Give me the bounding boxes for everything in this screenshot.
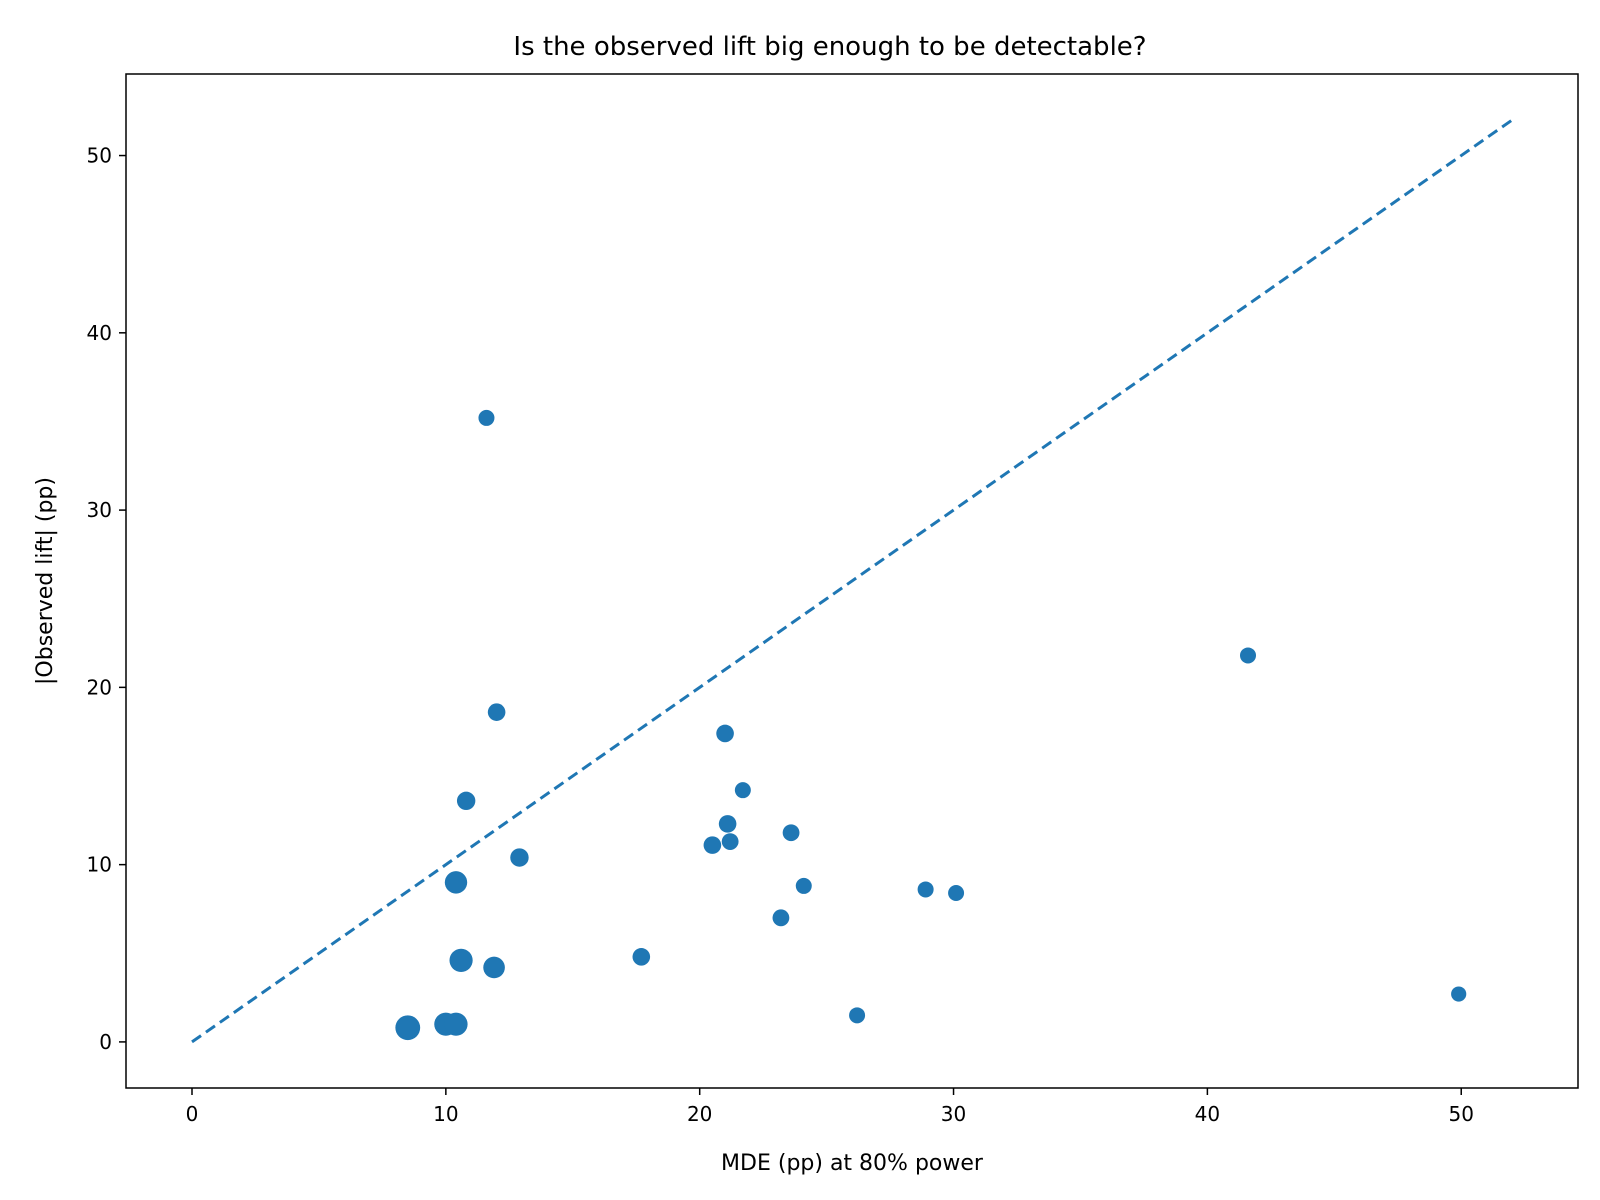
plot-frame <box>125 73 1579 1089</box>
reference-line-layer <box>191 118 1513 1044</box>
data-point <box>772 909 790 927</box>
x-tick-label: 30 <box>941 1102 966 1126</box>
data-point <box>718 815 737 833</box>
x-ticks: 0 10 20 30 40 50 <box>186 1088 1474 1126</box>
y-tick-label: 20 <box>87 675 112 699</box>
y-tick-label: 40 <box>87 321 112 345</box>
data-point <box>721 833 739 850</box>
x-axis-label: MDE (pp) at 80% power <box>721 1151 984 1176</box>
x-tick-label: 20 <box>687 1102 712 1126</box>
data-point <box>795 877 812 894</box>
data-point <box>703 836 722 854</box>
chart-title: Is the observed lift big enough to be de… <box>513 32 1146 62</box>
x-tick-label: 50 <box>1449 1102 1474 1126</box>
x-tick-label: 0 <box>186 1102 199 1126</box>
data-point <box>483 956 505 979</box>
y-tick-label: 30 <box>87 498 112 522</box>
data-point <box>1451 986 1467 1002</box>
y-ticks: 0 10 20 30 40 50 <box>87 144 126 1054</box>
y-tick-label: 50 <box>87 144 112 168</box>
x-tick-label: 10 <box>433 1102 458 1126</box>
data-point <box>487 703 506 721</box>
data-point <box>456 791 476 811</box>
data-point <box>716 724 734 743</box>
points-layer <box>395 409 1467 1041</box>
data-point <box>510 848 529 867</box>
data-point <box>395 1015 421 1041</box>
x-tick-label: 40 <box>1195 1102 1220 1126</box>
data-point <box>1240 647 1256 664</box>
data-point <box>948 885 965 901</box>
y-axis-label: |Observed lift| (pp) <box>33 477 58 685</box>
data-point <box>917 881 934 898</box>
data-point <box>478 409 495 426</box>
data-point <box>849 1007 866 1024</box>
data-point <box>782 824 800 842</box>
y-tick-label: 10 <box>87 853 112 877</box>
data-point <box>444 1012 468 1036</box>
data-point <box>444 871 468 894</box>
reference-line <box>191 118 1513 1044</box>
y-tick-label: 0 <box>99 1030 112 1054</box>
data-point <box>734 782 751 799</box>
data-point <box>632 948 651 966</box>
data-point <box>449 948 473 972</box>
